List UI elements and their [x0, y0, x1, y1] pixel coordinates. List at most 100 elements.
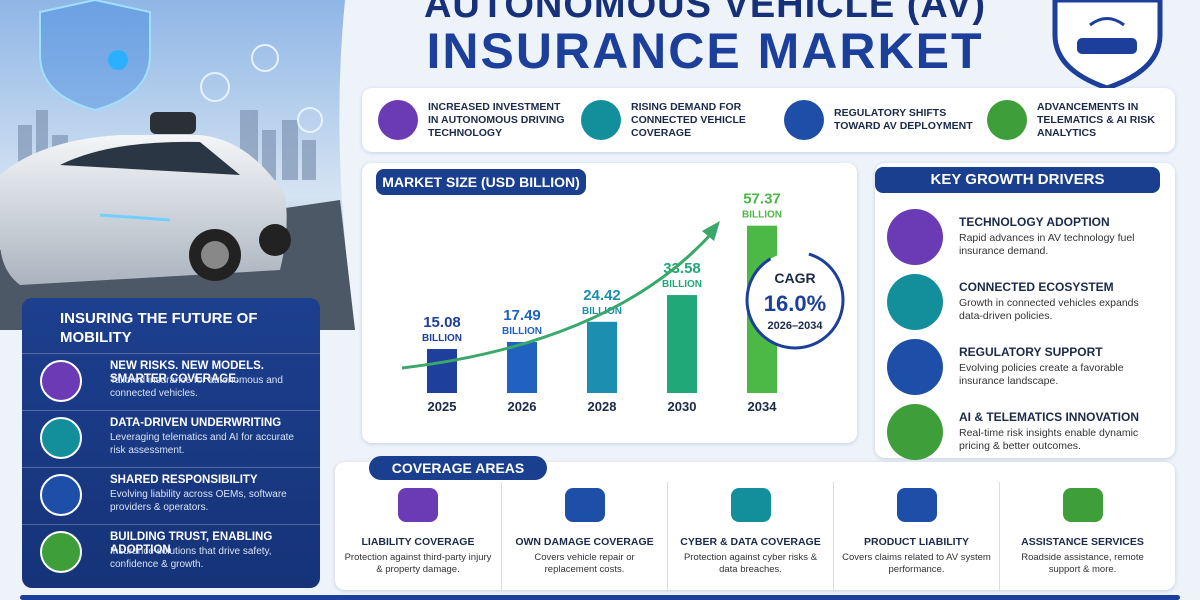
driver-title: AI & TELEMATICS INNOVATION: [959, 410, 1139, 424]
trend-arrow: [401, 231, 714, 370]
driver-text: Rapid advances in AV technology fuel ins…: [959, 232, 1135, 257]
value-label: 57.37: [743, 191, 781, 208]
driver-text: Evolving policies create a favorable ins…: [959, 362, 1124, 387]
driver-icon: [887, 404, 943, 460]
title-line-2: INSURANCE MARKET: [426, 23, 984, 79]
highlight-icon: [987, 100, 1027, 140]
x-tick-label: 2034: [748, 399, 778, 414]
coverage-item-title: PRODUCT LIABILITY: [864, 536, 969, 548]
mobility-item: NEW RISKS. NEW MODELS. SMARTER COVERAGE.…: [22, 353, 320, 410]
value-unit: BILLION: [742, 210, 782, 221]
coverage-icon: [1062, 488, 1103, 522]
chart-panel: MARKET SIZE (USD BILLION) 15.08 BILLION 20…: [362, 163, 857, 443]
coverage-item: CYBER & DATA COVERAGE Protection against …: [667, 482, 833, 592]
value-label: 17.49: [503, 307, 541, 324]
chart: 15.08 BILLION 2025 17.49 BILLION 2026 24.42 BIL…: [401, 191, 845, 414]
coverage-item-title: LIABILITY COVERAGE: [361, 536, 475, 548]
coverage-item-title: CYBER & DATA COVERAGE: [680, 536, 821, 548]
driver-text: Real-time risk insights enable dynamic p…: [959, 427, 1139, 452]
value-unit: BILLION: [662, 279, 702, 290]
driver-icon: [887, 274, 943, 330]
value-unit: BILLION: [422, 333, 462, 344]
coverage-icon: [730, 488, 771, 522]
coverage-item-title: OWN DAMAGE COVERAGE: [515, 536, 654, 548]
highlight-icon: [581, 100, 621, 140]
coverage-item: OWN DAMAGE COVERAGE Covers vehicle repair…: [501, 482, 667, 592]
growth-driver: CONNECTED ECOSYSTEM Growth in connected v…: [875, 268, 1175, 330]
highlights-panel: INCREASED INVESTMENT IN AUTONOMOUS DRIVI…: [362, 88, 1175, 152]
x-tick-label: 2030: [668, 399, 697, 414]
driver-icon: [887, 339, 943, 395]
x-tick-label: 2025: [428, 399, 457, 414]
hero-image: [0, 0, 355, 330]
highlight: RISING DEMAND FOR CONNECTED VEHICLE COVE…: [581, 88, 771, 152]
chart-title: MARKET SIZE (USD BILLION): [376, 169, 586, 195]
mobility-item-text: Leveraging telematics and AI for accurat…: [110, 432, 294, 456]
trend-arrowhead: [702, 221, 720, 241]
x-tick-label: 2026: [508, 399, 537, 414]
coverage-item-text: Covers vehicle repair or replacement cos…: [534, 552, 635, 575]
mobility-item: DATA-DRIVEN UNDERWRITING Leveraging telem…: [22, 410, 320, 467]
coverage-item-text: Protection against third-party injury & …: [344, 552, 492, 575]
coverage-title: COVERAGE AREAS: [369, 456, 547, 480]
mobility-item-title: BUILDING TRUST, ENABLING ADOPTION: [110, 531, 273, 556]
growth-drivers-title: KEY GROWTH DRIVERS: [875, 167, 1160, 193]
coverage-item: ASSISTANCE SERVICES Roadside assistance, …: [999, 482, 1165, 592]
highlight: ADVANCEMENTS IN TELEMATICS & AI RISK ANA…: [987, 88, 1177, 152]
driver-title: CONNECTED ECOSYSTEM: [959, 280, 1114, 294]
mobility-item-title: NEW RISKS. NEW MODELS. SMARTER COVERAGE.: [110, 360, 264, 385]
bottom-strip: [20, 595, 1180, 600]
highlight-icon: [784, 100, 824, 140]
mobility-icon: [40, 531, 82, 573]
mobility-item: SHARED RESPONSIBILITY Evolving liability …: [22, 467, 320, 524]
cagr-label: CAGR: [774, 270, 815, 286]
mobility-item-title: DATA-DRIVEN UNDERWRITING: [110, 417, 282, 429]
value-unit: BILLION: [582, 306, 622, 317]
coverage-icon: [896, 488, 937, 522]
highlight-text: RISING DEMAND FOR CONNECTED VEHICLE COVE…: [631, 100, 746, 139]
coverage-item-text: Roadside assistance, remote support & mo…: [1021, 552, 1144, 575]
bar: [507, 341, 537, 393]
mobility-title: INSURING THE FUTURE OF MOBILITY: [60, 310, 258, 346]
highlight-text: INCREASED INVESTMENT IN AUTONOMOUS DRIVI…: [428, 100, 565, 139]
bar: [427, 349, 457, 393]
coverage-icon: [564, 488, 605, 522]
growth-driver: TECHNOLOGY ADOPTION Rapid advances in AV …: [875, 203, 1175, 265]
title-line-1: AUTONOMOUS VEHICLE (AV): [423, 0, 987, 26]
mobility-item-title: SHARED RESPONSIBILITY: [110, 474, 258, 486]
coverage-item-text: Protection against cyber risks & data br…: [683, 552, 818, 575]
mobility-item-text: Insurance solutions that drive safety, c…: [110, 546, 272, 570]
mobility-icon: [40, 417, 82, 459]
mobility-panel: INSURING THE FUTURE OF MOBILITY NEW RISK…: [22, 298, 320, 588]
cagr-value: 16.0%: [764, 291, 826, 316]
mobility-item: BUILDING TRUST, ENABLING ADOPTION Insuran…: [22, 524, 320, 581]
highlight-text: REGULATORY SHIFTS TOWARD AV DEPLOYMENT: [834, 107, 973, 132]
value-label: 24.42: [583, 287, 621, 304]
driver-icon: [887, 209, 943, 265]
driver-title: REGULATORY SUPPORT: [959, 345, 1103, 359]
growth-driver: REGULATORY SUPPORT Evolving policies crea…: [875, 333, 1175, 395]
coverage-item: LIABILITY COVERAGE Protection against thi…: [335, 482, 501, 592]
growth-driver: AI & TELEMATICS INNOVATION Real-time risk…: [875, 398, 1175, 460]
highlight-text: ADVANCEMENTS IN TELEMATICS & AI RISK ANA…: [1037, 100, 1155, 139]
coverage-item-title: ASSISTANCE SERVICES: [1021, 536, 1144, 548]
highlight-icon: [378, 100, 418, 140]
highlight: INCREASED INVESTMENT IN AUTONOMOUS DRIVI…: [378, 88, 568, 152]
mobility-icon: [40, 360, 82, 402]
bar: [667, 295, 697, 393]
cagr-ring: [745, 250, 845, 350]
growth-drivers-panel: KEY GROWTH DRIVERS TECHNOLOGY ADOPTION Ra…: [875, 163, 1175, 460]
value-unit: BILLION: [502, 326, 542, 337]
mobility-item-text: Tailored insurance for autonomous and co…: [110, 375, 283, 399]
driver-text: Growth in connected vehicles expands dat…: [959, 297, 1139, 322]
highlight: REGULATORY SHIFTS TOWARD AV DEPLOYMENT: [784, 88, 974, 152]
coverage-item-text: Covers claims related to AV system perfo…: [842, 552, 991, 575]
coverage-icon: [398, 488, 438, 522]
mobility-icon: [40, 474, 82, 516]
x-tick-label: 2028: [588, 399, 617, 414]
driver-title: TECHNOLOGY ADOPTION: [959, 215, 1110, 229]
value-label: 15.08: [423, 314, 461, 331]
bar: [587, 321, 617, 393]
cagr-period: 2026–2034: [767, 320, 823, 332]
